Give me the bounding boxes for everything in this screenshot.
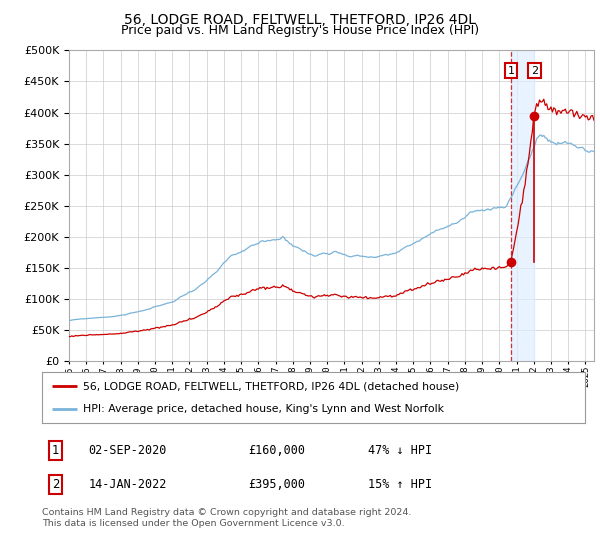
Text: 56, LODGE ROAD, FELTWELL, THETFORD, IP26 4DL (detached house): 56, LODGE ROAD, FELTWELL, THETFORD, IP26…	[83, 381, 459, 391]
Text: 2: 2	[52, 478, 59, 491]
Text: Contains HM Land Registry data © Crown copyright and database right 2024.
This d: Contains HM Land Registry data © Crown c…	[42, 508, 412, 528]
Text: 47% ↓ HPI: 47% ↓ HPI	[368, 444, 432, 458]
Text: 1: 1	[52, 444, 59, 458]
Text: £160,000: £160,000	[248, 444, 305, 458]
Text: 02-SEP-2020: 02-SEP-2020	[88, 444, 167, 458]
Text: 2: 2	[531, 66, 538, 76]
Text: 15% ↑ HPI: 15% ↑ HPI	[368, 478, 432, 491]
Text: HPI: Average price, detached house, King's Lynn and West Norfolk: HPI: Average price, detached house, King…	[83, 404, 444, 414]
Text: 1: 1	[508, 66, 514, 76]
Text: 56, LODGE ROAD, FELTWELL, THETFORD, IP26 4DL: 56, LODGE ROAD, FELTWELL, THETFORD, IP26…	[124, 13, 476, 27]
Bar	[511, 50, 535, 361]
Text: 14-JAN-2022: 14-JAN-2022	[88, 478, 167, 491]
Text: Price paid vs. HM Land Registry's House Price Index (HPI): Price paid vs. HM Land Registry's House …	[121, 24, 479, 37]
Text: £395,000: £395,000	[248, 478, 305, 491]
